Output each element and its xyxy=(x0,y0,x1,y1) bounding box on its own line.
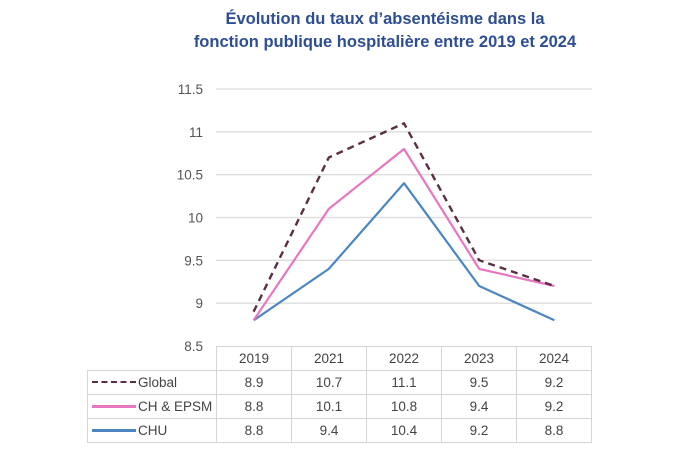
data-label: 8.8 xyxy=(516,418,592,443)
y-tick-label: 9.5 xyxy=(184,253,203,268)
y-tick-label: 9 xyxy=(195,296,203,311)
data-label: 9.2 xyxy=(516,394,592,419)
series-line-global xyxy=(252,122,555,313)
y-tick-label: 8.5 xyxy=(184,339,203,354)
y-tick-label: 10.5 xyxy=(177,168,203,183)
legend-label: CH & EPSM xyxy=(138,399,213,414)
data-label: 10.4 xyxy=(366,418,442,443)
data-label: 9.5 xyxy=(441,370,517,395)
data-label: 9.2 xyxy=(441,418,517,443)
y-tick-label: 11.5 xyxy=(178,82,203,97)
data-label: 8.8 xyxy=(216,394,292,419)
legend-key-pink-line-icon xyxy=(92,405,136,408)
chart-title: Évolution du taux d’absentéisme dans la … xyxy=(150,8,620,54)
gridlines xyxy=(216,88,592,304)
table-header-row: 2019 2021 2022 2023 2024 xyxy=(88,346,592,371)
table-row-global: Global 8.9 10.7 11.1 9.5 9.2 xyxy=(87,370,592,395)
legend-label: Global xyxy=(138,375,178,390)
data-label: 8.8 xyxy=(216,418,292,443)
table-row-chu: CHU 8.8 9.4 10.4 9.2 8.8 xyxy=(87,418,592,443)
series-line-ch-epsm xyxy=(252,147,555,321)
data-label: 9.2 xyxy=(516,370,592,395)
legend-entry-ch-epsm: CH & EPSM xyxy=(87,394,217,419)
y-axis: 11.5 11 10.5 10 9.5 9 8.5 xyxy=(177,82,203,354)
y-tick-label: 11 xyxy=(189,125,203,140)
data-label: 10.8 xyxy=(366,394,442,419)
data-label: 10.7 xyxy=(291,370,367,395)
legend-entry-global: Global xyxy=(87,370,217,395)
y-tick-label: 10 xyxy=(188,211,203,226)
data-label: 9.4 xyxy=(441,394,517,419)
chart-title-line-1: Évolution du taux d’absentéisme dans la xyxy=(225,10,545,28)
table-corner xyxy=(88,347,217,371)
x-tick-label: 2023 xyxy=(441,346,517,371)
series-line-chu xyxy=(252,182,555,322)
legend-key-blue-line-icon xyxy=(92,429,136,432)
x-tick-label: 2019 xyxy=(216,346,292,371)
series-lines xyxy=(252,122,555,322)
legend-label: CHU xyxy=(138,423,168,438)
data-label: 11.1 xyxy=(366,370,442,395)
x-tick-label: 2024 xyxy=(516,346,592,371)
table-row-ch-epsm: CH & EPSM 8.8 10.1 10.8 9.4 9.2 xyxy=(87,394,592,419)
legend-key-dashed-icon xyxy=(92,381,136,384)
data-label: 9.4 xyxy=(291,418,367,443)
x-tick-label: 2022 xyxy=(366,346,442,371)
data-label: 10.1 xyxy=(291,394,367,419)
chart-title-line-2: fonction publique hospitalière entre 201… xyxy=(193,33,577,51)
x-tick-label: 2021 xyxy=(291,346,367,371)
data-label: 8.9 xyxy=(216,370,292,395)
legend-entry-chu: CHU xyxy=(87,418,217,443)
data-table: 2019 2021 2022 2023 2024 Global 8.9 10.7… xyxy=(87,346,592,443)
